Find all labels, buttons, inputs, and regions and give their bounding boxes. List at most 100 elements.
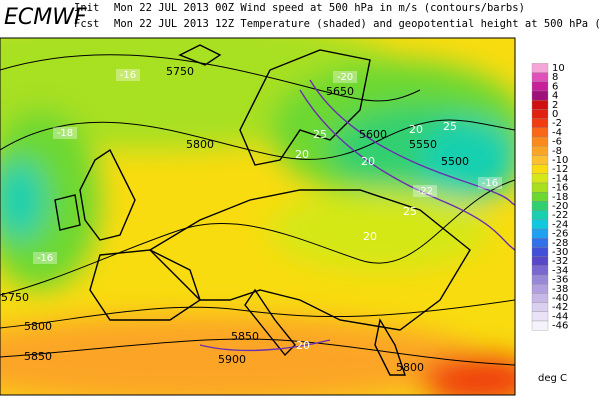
colorbar-label: -44 (552, 311, 568, 322)
colorbar-label: 8 (552, 72, 558, 83)
colorbar-label: -28 (552, 238, 568, 249)
colorbar-cell (531, 274, 549, 285)
colorbar-label: 10 (552, 63, 565, 74)
shading (0, 38, 515, 395)
colorbar-label: -18 (552, 192, 568, 203)
colorbar-label: -40 (552, 293, 568, 304)
colorbar-cell (531, 201, 549, 211)
colorbar-cell (531, 293, 549, 303)
colorbar-cell (531, 164, 549, 174)
colorbar-label: -2 (552, 118, 562, 129)
colorbar-label: -22 (552, 210, 568, 221)
temperature-label: -16 (120, 70, 136, 81)
height-label: 5600 (359, 128, 387, 141)
wind-label: 20 (361, 155, 375, 168)
temperature-box (116, 69, 140, 81)
height-label: 5750 (1, 291, 29, 304)
colorbar-cell (531, 63, 549, 73)
colorbar-cell (531, 311, 549, 322)
colorbar-cell (531, 265, 549, 276)
map-labels: 5750 5800 5650 5600 5550 5500 5750 5800 5850 5850… (1, 65, 502, 374)
temperature-box (53, 127, 77, 139)
temperature-label: -18 (57, 128, 73, 139)
colorbar-cell (531, 90, 549, 101)
colorbar-cell (531, 228, 549, 239)
colorbar-cell (531, 238, 549, 248)
colorbar-cell (531, 284, 549, 294)
wind-contours (199, 79, 515, 352)
colorbar-label: -4 (552, 127, 562, 138)
colorbar-cell (531, 127, 549, 138)
map-frame (0, 37, 516, 396)
colorbar-cell (531, 118, 549, 128)
fcst-text: Mon 22 JUL 2013 12Z Temperature (shaded)… (114, 18, 600, 30)
map: 5750 5800 5650 5600 5550 5500 5750 5800 5850 5850… (0, 38, 515, 395)
init-text: Mon 22 JUL 2013 00Z Wind speed at 500 hP… (114, 2, 525, 14)
height-label: 5800 (396, 361, 424, 374)
colorbar-cell (531, 155, 549, 165)
colorbar-label: -42 (552, 302, 568, 313)
colorbar-label: -8 (552, 146, 562, 157)
colorbar-cell (531, 72, 549, 82)
wind-label: 20 (363, 230, 377, 243)
height-label: 5800 (186, 138, 214, 151)
colorbar: 1086420-2-4-6-8-10-12-14-16-18-20-22-24-… (531, 63, 568, 332)
height-label: 5500 (441, 155, 469, 168)
wind-label: 25 (313, 128, 327, 141)
colorbar-label: 0 (552, 109, 558, 120)
colorbar-label: -26 (552, 229, 568, 240)
height-label: 5850 (231, 330, 259, 343)
colorbar-cell (531, 109, 549, 119)
wind-label: 20 (409, 123, 423, 136)
colorbar-cell (531, 219, 549, 230)
colorbar-label: -16 (552, 183, 568, 194)
colorbar-label: -10 (552, 155, 568, 166)
colorbar-label: -36 (552, 275, 568, 286)
colorbar-label: 6 (552, 81, 558, 92)
colorbar-cell (531, 146, 549, 156)
init-label: Init (74, 2, 99, 14)
height-contours (0, 54, 515, 366)
colorbar-label: -46 (552, 321, 568, 332)
height-label: 5900 (218, 353, 246, 366)
colorbar-label: -30 (552, 247, 568, 258)
height-label: 5850 (24, 350, 52, 363)
colorbar-label: 2 (552, 100, 558, 111)
colorbar-unit: deg C (538, 373, 567, 384)
colorbar-label: -12 (552, 164, 568, 175)
wind-label: 20 (295, 148, 309, 161)
colorbar-cell (531, 173, 549, 184)
height-label: 5750 (166, 65, 194, 78)
colorbar-cell (531, 256, 549, 266)
colorbar-cell (531, 81, 549, 92)
colorbar-cell (531, 302, 549, 312)
temperature-label: -22 (417, 186, 433, 197)
colorbar-cell (531, 320, 549, 331)
colorbar-cell (531, 136, 549, 147)
colorbar-label: -20 (552, 201, 568, 212)
colorbar-label: -24 (552, 219, 568, 230)
colorbar-label: -34 (552, 265, 568, 276)
temperature-label: -16 (37, 253, 53, 264)
colorbar-cell (531, 100, 549, 110)
wind-label: 25 (443, 120, 457, 133)
temperature-label: -20 (337, 72, 353, 83)
colorbar-label: -38 (552, 284, 568, 295)
colorbar-label: -14 (552, 173, 568, 184)
colorbar-cell (531, 192, 549, 202)
wind-label: 20 (296, 339, 310, 352)
coastlines (54, 44, 471, 376)
temperature-box (478, 177, 502, 189)
colorbar-cell (531, 247, 549, 257)
colorbar-cell (531, 182, 549, 193)
wind-label: 25 (403, 205, 417, 218)
temperature-box (413, 185, 437, 197)
temperature-box (333, 71, 357, 83)
height-label: 5550 (409, 138, 437, 151)
height-label: 5650 (326, 85, 354, 98)
height-label: 5800 (24, 320, 52, 333)
colorbar-label: 4 (552, 91, 558, 102)
fcst-label: Fcst (74, 18, 99, 30)
